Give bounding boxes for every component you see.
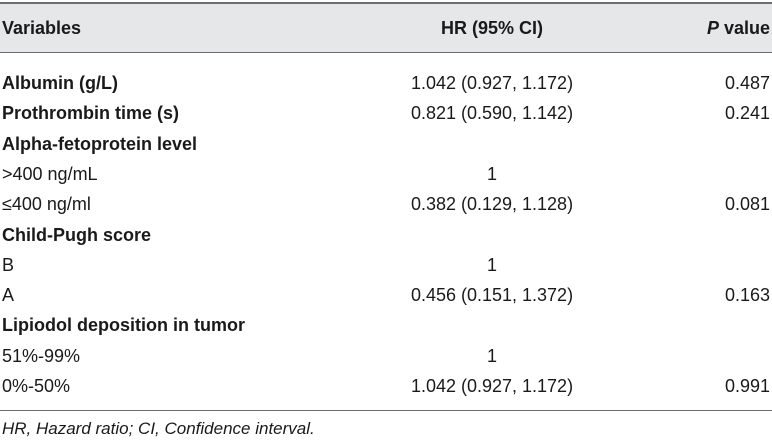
- row-hr: 1: [486, 164, 497, 184]
- row-hr: 0.456 (0.151, 1.372): [410, 285, 574, 305]
- row-variable: Lipiodol deposition in tumor: [2, 315, 245, 335]
- row-variable: >400 ng/mL: [2, 164, 98, 184]
- row-hr: 0.382 (0.129, 1.128): [410, 194, 574, 214]
- row-hr: 1.042 (0.927, 1.172): [410, 73, 574, 93]
- table-header: [0, 4, 772, 52]
- row-p-value: 0.487: [724, 73, 770, 93]
- row-variable: Alpha-fetoprotein level: [2, 134, 198, 154]
- header-p-italic: P: [706, 18, 719, 38]
- header-rule: [0, 52, 772, 53]
- row-variable: Child-Pugh score: [2, 225, 152, 245]
- row-hr: 1: [486, 255, 497, 275]
- row-hr: 0.821 (0.590, 1.142): [410, 103, 574, 123]
- row-p-value: 0.241: [724, 103, 770, 123]
- header-variables: Variables: [2, 18, 82, 38]
- bottom-rule: [0, 410, 772, 411]
- header-hr: HR (95% CI): [440, 18, 543, 38]
- row-p-value: 0.991: [724, 376, 770, 396]
- row-variable: Prothrombin time (s): [2, 103, 180, 123]
- row-variable: ≤400 ng/ml: [2, 194, 91, 214]
- row-variable: B: [2, 255, 15, 275]
- top-rule: [0, 2, 772, 4]
- header-p-value: P value: [707, 17, 770, 39]
- row-hr: 1.042 (0.927, 1.172): [410, 376, 574, 396]
- row-variable: A: [2, 285, 15, 305]
- row-hr: 1: [486, 346, 497, 366]
- row-p-value: 0.163: [724, 285, 770, 305]
- row-variable: 51%-99%: [2, 346, 81, 366]
- row-p-value: 0.081: [724, 194, 770, 214]
- header-p-rest: value: [718, 18, 770, 38]
- row-variable: Albumin (g/L): [2, 73, 118, 93]
- row-variable: 0%-50%: [2, 376, 71, 396]
- table-footnote: HR, Hazard ratio; CI, Confidence interva…: [2, 419, 315, 438]
